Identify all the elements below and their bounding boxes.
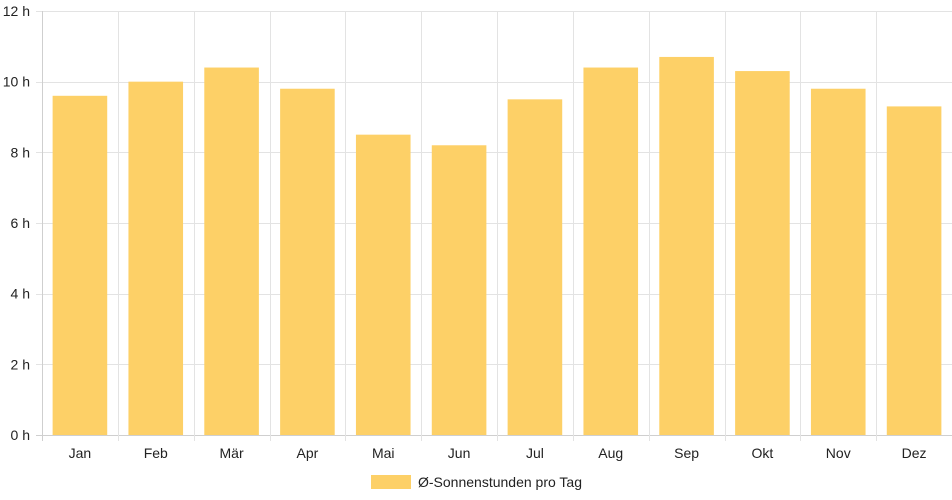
x-tick-label: Jun (448, 445, 471, 461)
bar-apr[interactable] (280, 88, 335, 435)
y-tick-label: 0 h (11, 427, 30, 443)
y-axis-ticks: 0 h 2 h 4 h 6 h 8 h 10 h 12 h (3, 3, 30, 443)
y-tick-label: 4 h (11, 286, 30, 302)
bar-nov[interactable] (810, 88, 866, 435)
y-tick-label: 10 h (3, 74, 30, 90)
x-tick-label: Sep (674, 445, 699, 461)
y-tick-label: 6 h (11, 215, 30, 231)
bar-feb[interactable] (128, 81, 184, 436)
bar-dez[interactable] (886, 106, 942, 436)
x-tick-label: Okt (752, 445, 774, 461)
x-tick-label: Jan (69, 445, 92, 461)
x-tick-label: Feb (144, 445, 168, 461)
legend-swatch[interactable] (371, 475, 411, 489)
y-tick-label: 8 h (11, 144, 30, 160)
x-tick-label: Aug (598, 445, 623, 461)
bars (52, 56, 942, 436)
legend[interactable]: Ø-Sonnenstunden pro Tag (371, 474, 582, 490)
bar-mär[interactable] (204, 67, 259, 436)
bar-jan[interactable] (52, 95, 108, 436)
x-axis-ticks: Jan Feb Mär Apr Mai Jun Jul Aug Sep Okt Nov Dez (69, 445, 927, 461)
bar-jul[interactable] (507, 99, 563, 435)
x-tick-label: Dez (902, 445, 927, 461)
x-tick-label: Nov (826, 445, 851, 461)
y-tick-label: 12 h (3, 3, 30, 19)
bar-aug[interactable] (583, 67, 639, 436)
bar-okt[interactable] (735, 71, 790, 436)
bar-mai[interactable] (355, 134, 411, 435)
y-tick-label: 2 h (11, 356, 30, 372)
bar-jun[interactable] (431, 145, 487, 435)
bar-sep[interactable] (659, 56, 714, 435)
x-tick-label: Mai (372, 445, 395, 461)
x-tick-label: Mär (220, 445, 244, 461)
x-tick-label: Jul (526, 445, 544, 461)
x-tick-label: Apr (297, 445, 319, 461)
legend-label[interactable]: Ø-Sonnenstunden pro Tag (418, 474, 582, 490)
grid (36, 11, 952, 441)
